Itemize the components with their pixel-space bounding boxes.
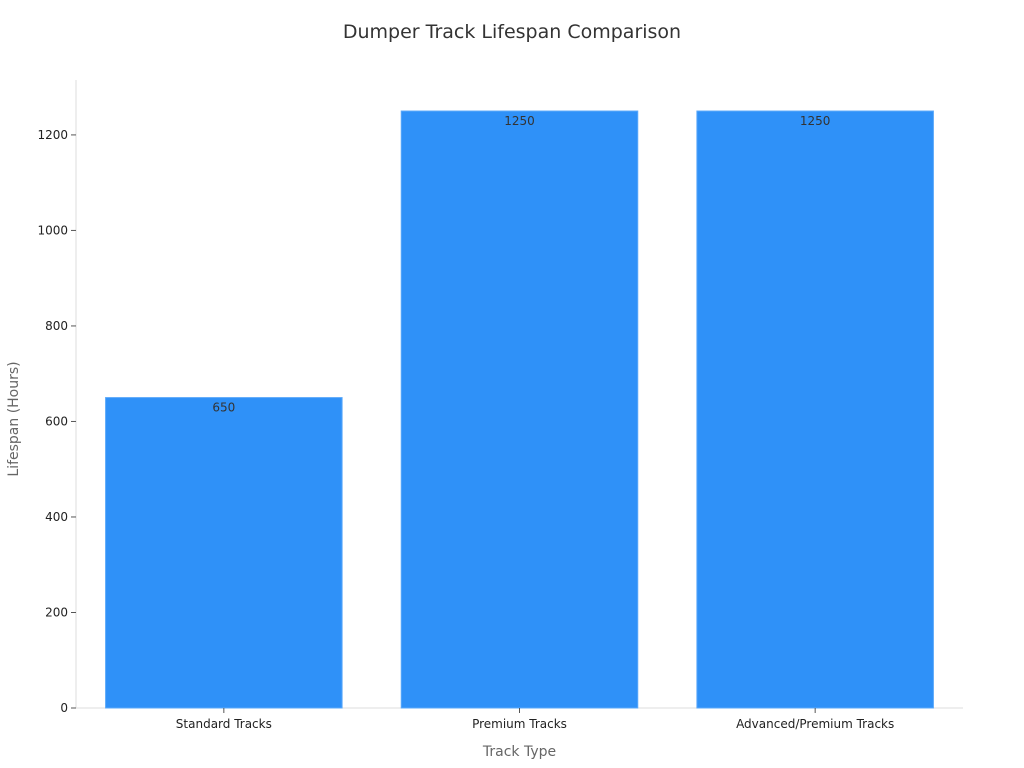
bar [400, 110, 639, 709]
y-tick-label: 200 [45, 605, 68, 619]
y-tick-label: 1000 [37, 223, 68, 237]
y-axis-label: Lifespan (Hours) [6, 361, 22, 476]
bar [696, 110, 934, 709]
data-label: 650 [212, 401, 235, 415]
x-tick-label: Standard Tracks [176, 717, 272, 731]
data-label: 1250 [800, 114, 831, 128]
y-tick-label: 1200 [37, 128, 68, 142]
y-tick-label: 400 [45, 510, 68, 524]
x-tick-label: Premium Tracks [472, 717, 567, 731]
bar [105, 397, 343, 709]
data-label: 1250 [504, 114, 535, 128]
y-tick-label: 600 [45, 414, 68, 428]
x-axis-label: Track Type [482, 744, 556, 760]
x-tick-label: Advanced/Premium Tracks [736, 717, 894, 731]
y-tick-label: 0 [60, 701, 68, 715]
y-tick-label: 800 [45, 319, 68, 333]
chart-title: Dumper Track Lifespan Comparison [342, 21, 682, 43]
